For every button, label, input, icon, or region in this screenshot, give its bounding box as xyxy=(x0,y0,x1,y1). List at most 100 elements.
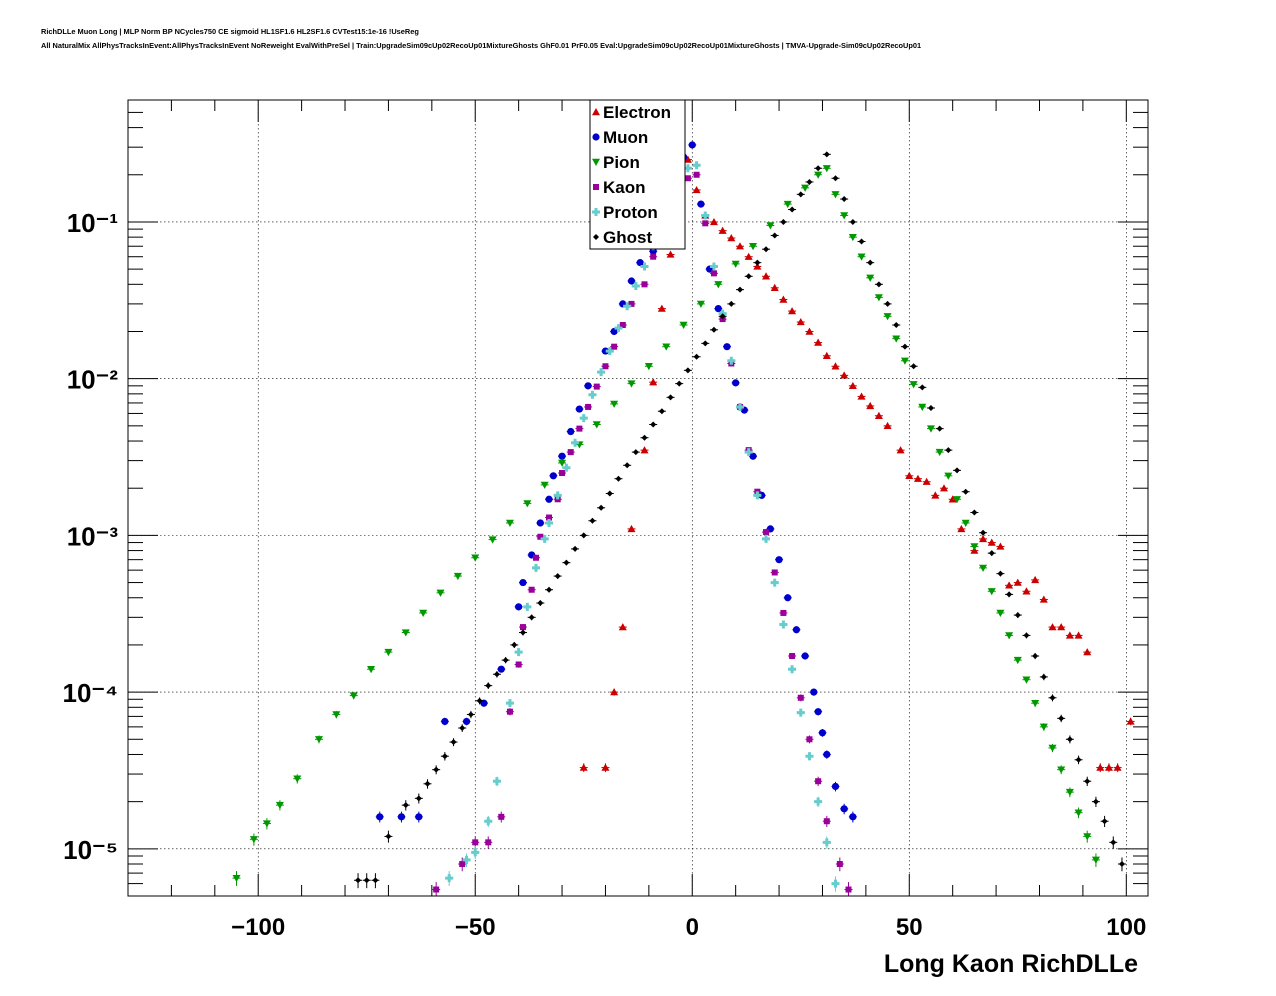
data-point xyxy=(714,304,722,313)
data-point xyxy=(753,262,762,270)
data-point xyxy=(615,475,622,482)
data-point xyxy=(627,380,636,388)
data-point xyxy=(892,335,901,343)
data-point xyxy=(1101,818,1108,825)
data-point xyxy=(632,449,639,456)
data-point xyxy=(644,363,653,371)
data-point xyxy=(783,200,792,209)
data-point xyxy=(485,682,492,689)
data-point xyxy=(848,381,857,390)
data-point xyxy=(631,282,640,291)
data-point xyxy=(696,300,705,308)
data-point xyxy=(692,161,701,170)
data-point xyxy=(797,191,804,198)
x-tick-label: −100 xyxy=(231,914,285,941)
data-point xyxy=(332,711,341,719)
data-point xyxy=(935,448,944,457)
data-point xyxy=(462,855,471,864)
data-point xyxy=(962,488,969,495)
data-point xyxy=(397,813,406,821)
data-point xyxy=(901,343,908,350)
data-point xyxy=(961,519,970,527)
data-point xyxy=(954,467,961,474)
data-point xyxy=(788,665,797,674)
legend-marker-muon xyxy=(592,133,600,141)
data-point xyxy=(1040,673,1047,680)
axis-ticks xyxy=(128,100,1148,896)
y-tick-label: 10⁻⁵ xyxy=(63,835,118,865)
data-point xyxy=(910,363,917,370)
legend: Electron Muon Pion Kaon Proton Ghost xyxy=(589,99,686,250)
data-point xyxy=(744,252,753,260)
data-point xyxy=(900,357,909,365)
data-point xyxy=(424,780,431,787)
data-point xyxy=(1057,623,1066,631)
y-tick-label: 10⁻⁴ xyxy=(62,678,118,708)
data-point xyxy=(472,839,479,846)
data-point xyxy=(848,233,857,242)
data-point xyxy=(511,641,518,648)
data-point xyxy=(419,609,428,617)
data-point xyxy=(770,283,779,292)
data-point xyxy=(749,243,758,251)
data-point xyxy=(683,155,692,163)
data-point xyxy=(445,874,454,883)
data-point xyxy=(874,411,883,419)
data-point xyxy=(1005,581,1014,589)
legend-label-proton: Proton xyxy=(603,203,658,222)
data-point xyxy=(492,777,501,786)
data-point xyxy=(727,356,736,365)
data-point xyxy=(718,226,727,234)
data-point xyxy=(1005,632,1014,640)
data-point xyxy=(1083,833,1092,841)
data-point xyxy=(796,317,805,326)
data-point xyxy=(710,326,717,333)
data-point xyxy=(546,586,553,593)
data-point xyxy=(727,233,736,242)
data-point xyxy=(533,554,539,561)
data-series xyxy=(232,141,1135,896)
data-point xyxy=(605,347,614,356)
data-point xyxy=(571,438,580,447)
data-point xyxy=(537,533,544,540)
data-point xyxy=(926,425,935,433)
data-point xyxy=(883,421,892,430)
data-point xyxy=(575,405,584,413)
data-point xyxy=(627,524,636,533)
data-point xyxy=(867,259,874,266)
data-point xyxy=(714,281,723,289)
data-point xyxy=(540,481,549,489)
data-point xyxy=(909,381,918,389)
data-point xyxy=(1032,652,1039,659)
data-point xyxy=(567,449,574,456)
x-tick-label: −50 xyxy=(455,914,496,941)
x-tick-label: 50 xyxy=(896,914,923,941)
data-point xyxy=(936,425,943,432)
data-point xyxy=(806,736,813,743)
data-point xyxy=(1091,856,1100,864)
x-tick-label: 100 xyxy=(1106,914,1146,941)
data-point xyxy=(766,222,775,230)
data-point xyxy=(676,380,683,387)
data-point xyxy=(558,459,567,467)
data-point xyxy=(779,620,788,629)
data-point xyxy=(471,554,480,562)
data-point xyxy=(822,838,831,847)
data-point xyxy=(415,795,422,802)
data-point xyxy=(576,425,583,432)
grid-lines xyxy=(128,100,1148,896)
data-point xyxy=(1058,715,1065,722)
data-point xyxy=(753,491,762,500)
data-point xyxy=(540,534,549,543)
data-point xyxy=(948,495,957,503)
data-point xyxy=(467,711,474,718)
data-point xyxy=(874,294,883,302)
data-point xyxy=(814,338,823,346)
data-point xyxy=(592,421,601,429)
data-point xyxy=(619,322,626,329)
data-point xyxy=(831,191,840,199)
data-point xyxy=(831,782,840,791)
data-point xyxy=(536,519,544,527)
data-point xyxy=(822,165,831,173)
series-proton xyxy=(445,161,840,892)
